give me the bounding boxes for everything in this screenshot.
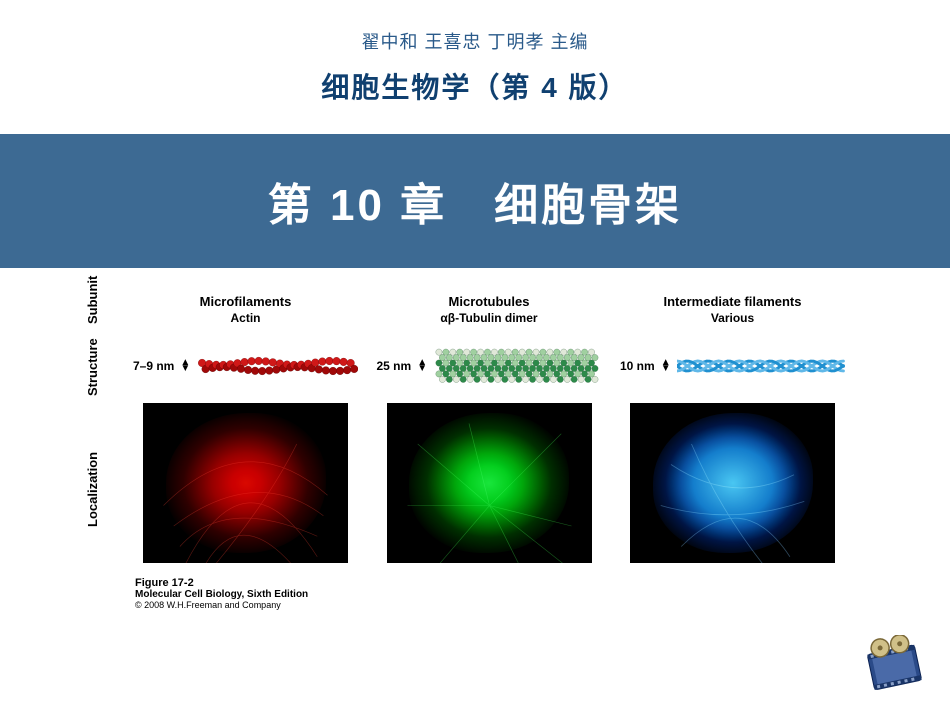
actin-structure-icon — [196, 343, 358, 389]
video-icon[interactable] — [860, 635, 932, 695]
diameter-microfilaments: 7–9 nm — [133, 359, 174, 373]
chapter-title: 第 10 章 细胞骨架 — [0, 169, 950, 233]
column-microtubules: Microtubules αβ-Tubulin dimer 25 nm ▲▼ — [377, 294, 602, 563]
figure-copyright: © 2008 W.H.Freeman and Company — [135, 600, 845, 610]
rope-structure-icon — [677, 343, 845, 389]
header-microtubules: Microtubules — [377, 294, 602, 309]
subunit-tubulin: αβ-Tubulin dimer — [377, 311, 602, 325]
row-label-structure: Structure — [85, 332, 100, 402]
chapter-banner: 第 10 章 细胞骨架 — [0, 134, 950, 268]
row-label-localization: Localization — [85, 412, 100, 567]
row-label-subunit: Subunit — [85, 296, 100, 324]
figure-source: Molecular Cell Biology, Sixth Edition — [135, 589, 845, 600]
figure-number: Figure 17-2 — [135, 577, 845, 589]
cell-image-green — [387, 403, 592, 563]
header-microfilaments: Microfilaments — [133, 294, 358, 309]
column-intermediate: Intermediate filaments Various 10 nm ▲▼ — [620, 294, 845, 563]
book-title: 细胞生物学（第 4 版） — [0, 66, 950, 106]
subunit-various: Various — [620, 311, 845, 325]
tubulin-structure-icon — [433, 343, 601, 389]
subunit-actin: Actin — [133, 311, 358, 325]
cell-image-blue — [630, 403, 835, 563]
header-intermediate: Intermediate filaments — [620, 294, 845, 309]
figure-17-2: Subunit Structure Localization Microfila… — [95, 286, 855, 620]
diameter-intermediate: 10 nm — [620, 359, 655, 373]
column-microfilaments: Microfilaments Actin 7–9 nm ▲▼ — [133, 294, 358, 563]
editors-line: 翟中和 王喜忠 丁明孝 主编 — [0, 28, 950, 54]
diameter-microtubules: 25 nm — [377, 359, 412, 373]
cell-image-red — [143, 403, 348, 563]
